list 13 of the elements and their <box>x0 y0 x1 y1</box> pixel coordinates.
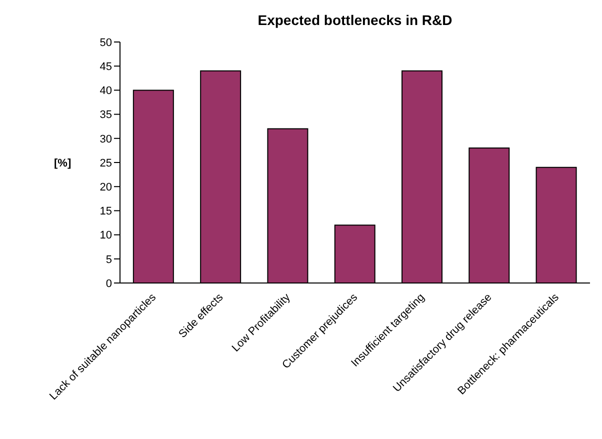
y-tick-label: 20 <box>100 182 112 194</box>
y-tick-label: 5 <box>106 254 112 266</box>
y-tick-label: 40 <box>100 85 112 98</box>
chart-title: Expected bottlenecks in R&D <box>256 12 454 28</box>
y-tick-label: 50 <box>100 36 112 49</box>
y-tick-label: 25 <box>100 157 112 170</box>
y-tick-label: 45 <box>100 61 112 74</box>
y-tick-label: 35 <box>100 109 112 122</box>
y-tick-label: 30 <box>100 133 112 146</box>
y-axis-title: [%] <box>54 157 72 170</box>
y-tick-label: 0 <box>106 278 112 290</box>
y-tick-label: 10 <box>100 230 112 242</box>
y-tick-label: 15 <box>100 206 112 218</box>
